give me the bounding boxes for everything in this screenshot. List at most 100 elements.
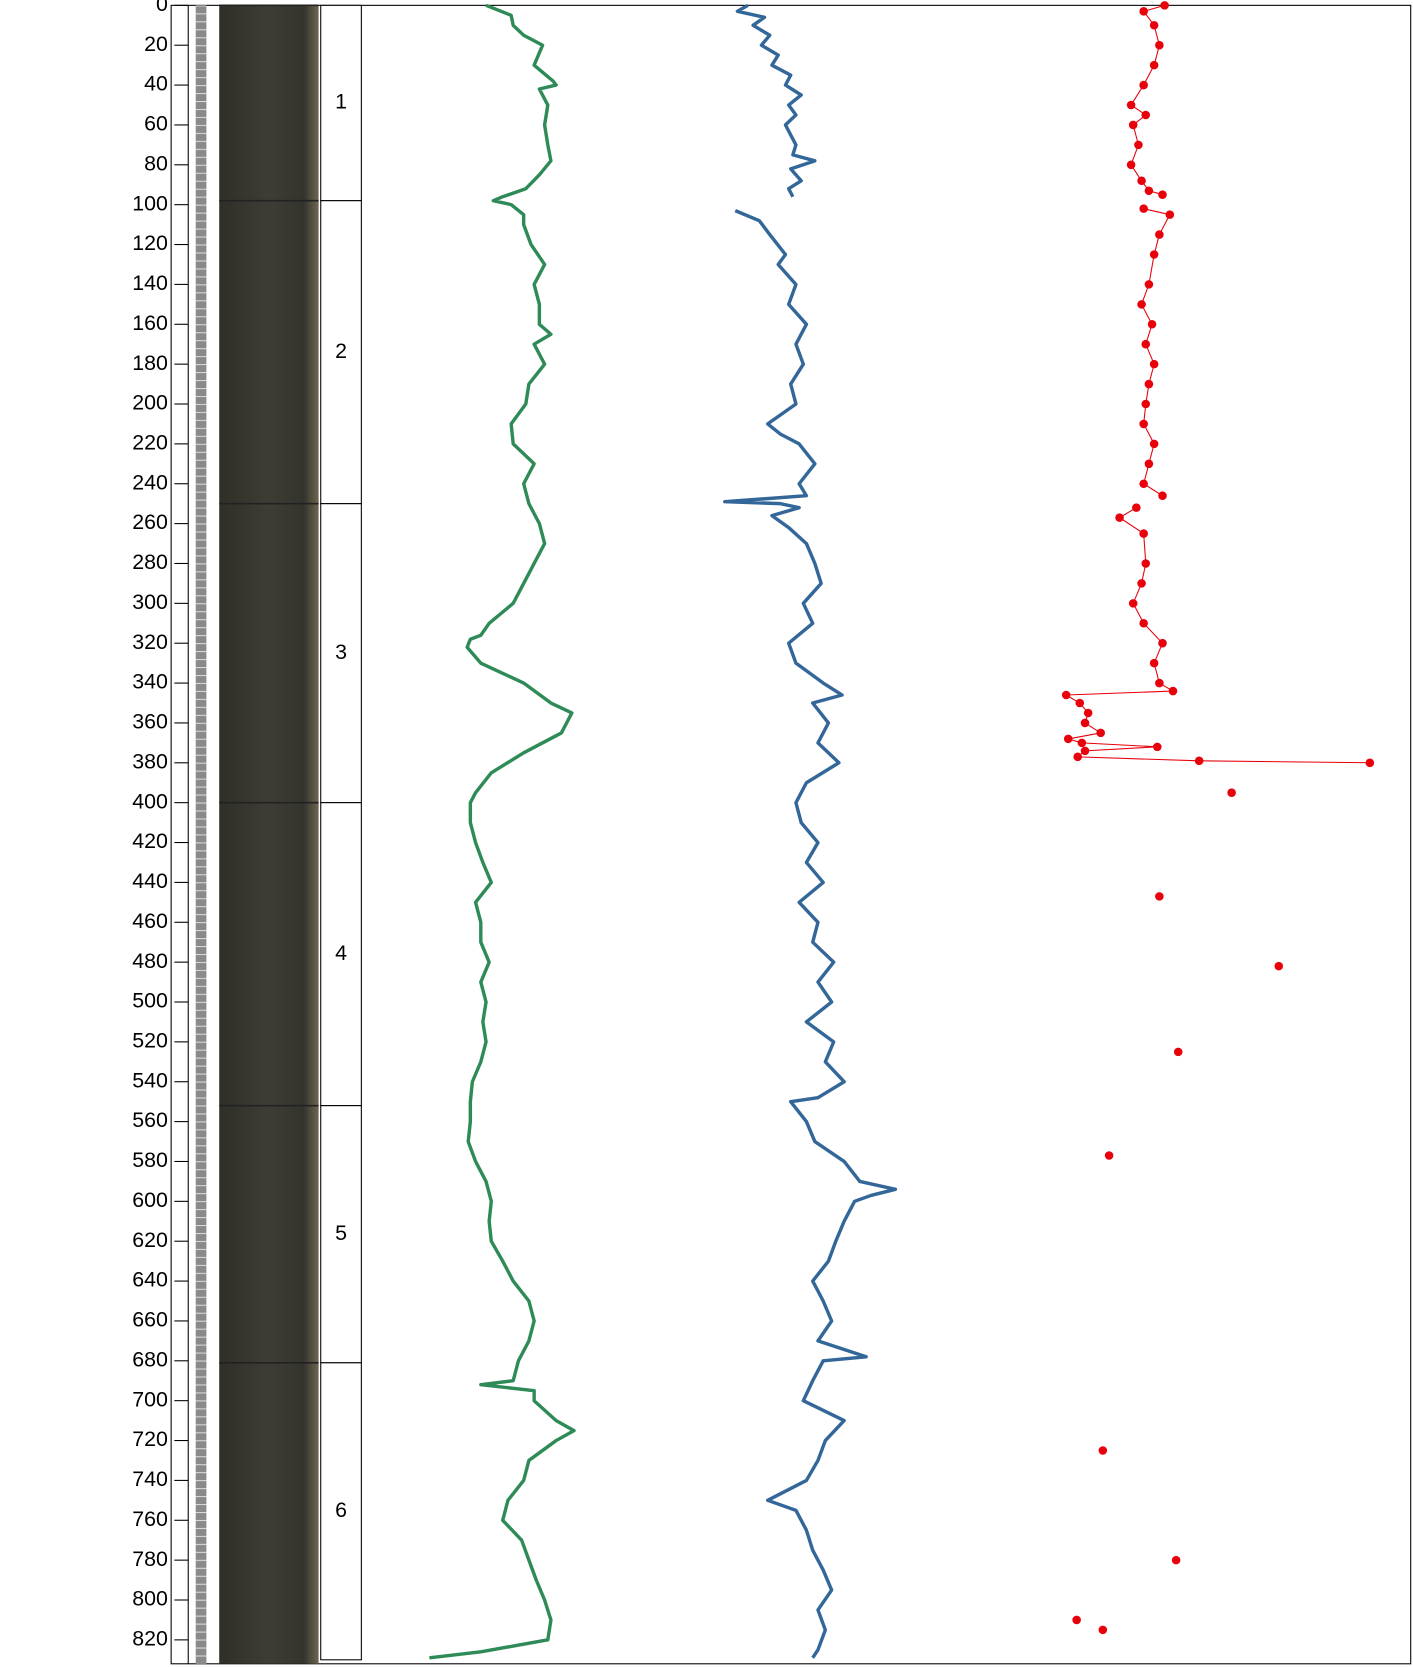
- depth-ruler: [195, 5, 207, 1664]
- data-point: [1274, 961, 1284, 971]
- y-tick-label: 60: [144, 112, 168, 136]
- data-point: [1149, 60, 1159, 70]
- y-tick-label: 200: [132, 391, 168, 415]
- y-tick-label: 660: [132, 1308, 168, 1332]
- data-point: [1165, 210, 1175, 219]
- data-point: [1139, 80, 1148, 90]
- log-curve: [1066, 5, 1370, 1630]
- data-point: [1155, 40, 1164, 50]
- data-point: [1158, 491, 1167, 500]
- y-tick-label: 80: [144, 151, 168, 175]
- y-tick-label: 220: [132, 431, 168, 455]
- section-label: 2: [335, 339, 347, 363]
- data-point: [1137, 579, 1146, 588]
- section-box: [320, 1362, 362, 1661]
- y-tick-label: 440: [132, 869, 168, 893]
- section-label: 3: [335, 640, 347, 664]
- data-point: [1126, 160, 1136, 170]
- y-tick-label: 580: [132, 1148, 168, 1172]
- data-point: [1061, 690, 1071, 700]
- data-point: [1139, 7, 1148, 16]
- y-tick-label: 400: [132, 789, 168, 813]
- y-tick-label: 700: [132, 1387, 168, 1411]
- y-tick-label: 780: [132, 1547, 168, 1571]
- log-curve: [429, 3, 576, 1660]
- y-tick-label: 380: [132, 749, 168, 773]
- data-point: [1137, 176, 1146, 186]
- data-point: [1155, 678, 1164, 688]
- y-tick-label: 420: [132, 829, 168, 853]
- data-point: [1144, 186, 1154, 195]
- y-tick-label: 600: [132, 1188, 168, 1212]
- data-point: [1063, 734, 1073, 744]
- data-point: [1149, 21, 1159, 30]
- data-point: [1128, 120, 1138, 130]
- y-tick-label: 460: [132, 909, 168, 933]
- y-tick-label: 820: [132, 1627, 168, 1651]
- data-point: [1073, 752, 1082, 762]
- data-point: [1141, 110, 1151, 120]
- y-tick-label: 720: [132, 1427, 168, 1451]
- section-label: 4: [335, 941, 347, 965]
- y-tick-label: 120: [132, 231, 168, 255]
- data-point: [1171, 1555, 1181, 1565]
- section-label: 6: [335, 1498, 347, 1522]
- y-tick-label: 0: [156, 0, 168, 16]
- y-tick-label: 20: [144, 32, 168, 56]
- data-point: [1365, 758, 1375, 768]
- data-point: [1080, 718, 1090, 728]
- plot-frame: [170, 4, 1412, 1665]
- data-point: [1147, 320, 1157, 329]
- data-point: [1139, 529, 1148, 538]
- data-point: [1134, 140, 1143, 150]
- section-box: [320, 802, 362, 1107]
- y-tick-label: 520: [132, 1029, 168, 1053]
- data-point: [1149, 359, 1159, 369]
- log-curve: [723, 3, 898, 1659]
- data-point: [1158, 190, 1167, 199]
- y-tick-label: 140: [132, 271, 168, 295]
- data-point: [1139, 419, 1148, 429]
- data-point: [1075, 698, 1085, 708]
- y-tick-label: 300: [132, 590, 168, 614]
- data-point: [1098, 1446, 1108, 1455]
- data-point: [1132, 503, 1141, 512]
- y-tick-label: 740: [132, 1467, 168, 1491]
- section-box: [320, 503, 362, 804]
- data-point: [1149, 658, 1159, 668]
- data-point: [1077, 738, 1087, 748]
- data-point: [1141, 559, 1151, 568]
- y-tick-label: 40: [144, 72, 168, 96]
- data-point: [1155, 892, 1164, 901]
- data-point: [1098, 1625, 1108, 1635]
- core-image: [219, 5, 319, 1664]
- data-point: [1128, 599, 1138, 608]
- data-point: [1144, 459, 1154, 469]
- data-point: [1096, 728, 1105, 738]
- data-point: [1141, 399, 1151, 409]
- y-tick-label: 160: [132, 311, 168, 335]
- data-point: [1139, 204, 1148, 213]
- data-point: [1144, 280, 1154, 289]
- data-point: [1072, 1615, 1081, 1625]
- data-point: [1155, 230, 1164, 239]
- data-point: [1139, 619, 1148, 628]
- data-point: [1227, 788, 1236, 797]
- data-point: [1149, 439, 1159, 449]
- y-tick-label: 260: [132, 510, 168, 534]
- section-box: [320, 200, 362, 505]
- data-point: [1168, 686, 1178, 696]
- y-tick-label: 340: [132, 670, 168, 694]
- y-tick-label: 100: [132, 191, 168, 215]
- y-tick-label: 180: [132, 351, 168, 375]
- y-tick-label: 480: [132, 949, 168, 973]
- data-point: [1160, 1, 1169, 10]
- y-tick-label: 680: [132, 1347, 168, 1371]
- data-point: [1139, 479, 1148, 489]
- data-point: [1152, 742, 1162, 752]
- y-tick-label: 640: [132, 1268, 168, 1292]
- y-tick-label: 800: [132, 1587, 168, 1611]
- y-tick-label: 320: [132, 630, 168, 654]
